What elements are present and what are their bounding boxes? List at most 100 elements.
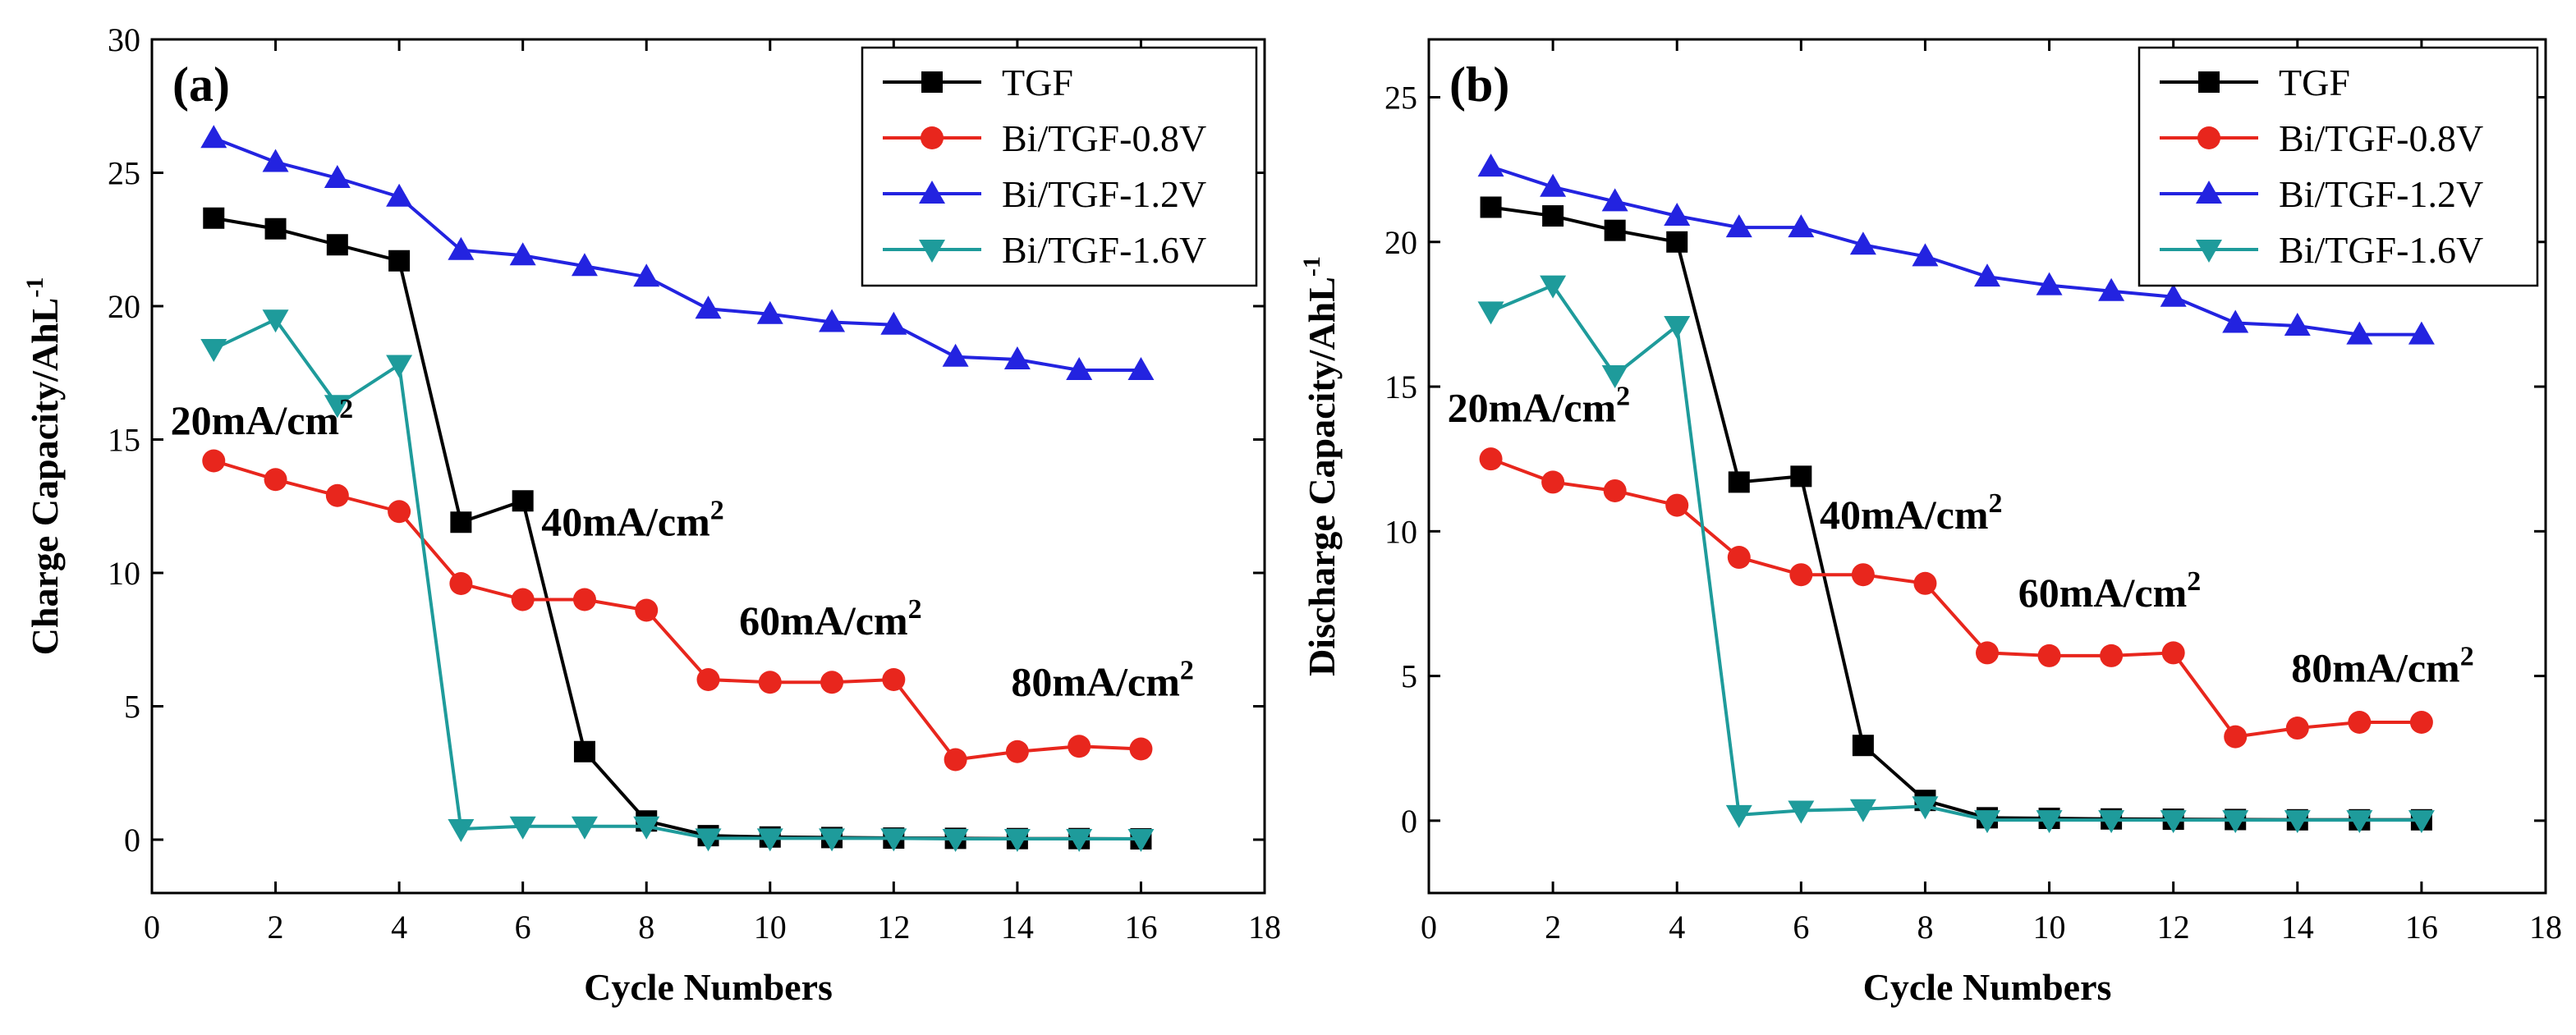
data-point [450, 511, 472, 534]
data-point [1788, 800, 1815, 824]
x-tick-label: 2 [1545, 909, 1561, 946]
current-density-annotation: 60mA/cm2 [739, 594, 922, 643]
data-point [820, 671, 844, 694]
legend-label: TGF [2279, 62, 2350, 103]
legend-marker [2197, 126, 2220, 149]
data-point [262, 149, 289, 172]
data-point [264, 468, 287, 492]
data-point [695, 295, 722, 319]
data-point [2284, 313, 2311, 337]
legend-label: Bi/TGF-0.8V [1002, 117, 1206, 159]
annotation-sup: 2 [1616, 381, 1630, 411]
current-density-annotation: 40mA/cm2 [541, 496, 724, 545]
data-point [262, 309, 289, 333]
data-point [203, 207, 225, 229]
y-axis-title-sup: -1 [1298, 256, 1325, 277]
panel-label: (b) [1449, 57, 1509, 112]
x-tick-label: 14 [2281, 909, 2314, 946]
data-point [1127, 357, 1155, 380]
data-point [1003, 829, 1031, 853]
y-tick-label: 10 [1384, 513, 1417, 550]
data-point [1477, 301, 1504, 325]
legend-marker [2196, 181, 2222, 204]
data-point [2161, 641, 2185, 665]
data-point [509, 816, 536, 840]
x-tick-label: 0 [144, 909, 160, 946]
data-point [573, 740, 595, 763]
data-point [2409, 711, 2433, 734]
data-point [1788, 214, 1815, 238]
y-tick-label: 0 [1401, 803, 1417, 840]
x-tick-label: 18 [2529, 909, 2562, 946]
data-point [1601, 364, 1628, 388]
data-point [944, 748, 967, 772]
x-tick-label: 0 [1421, 909, 1437, 946]
y-tick-label: 5 [1401, 658, 1417, 695]
series-Bi/TGF-0.8V [1479, 447, 2433, 749]
data-point [1477, 153, 1504, 177]
data-point [1005, 740, 1029, 763]
data-point [1541, 470, 1565, 494]
y-axis-title: Charge Capacity/AhL-1 [21, 277, 66, 656]
annotation-sup: 2 [710, 496, 724, 526]
x-tick-label: 4 [391, 909, 407, 946]
y-axis-title: Discharge Capacity/AhL-1 [1298, 256, 1343, 676]
current-density-annotation: 60mA/cm2 [2018, 566, 2202, 616]
data-point [324, 165, 351, 188]
data-point [942, 829, 969, 853]
plot-frame [150, 38, 1266, 895]
data-point [202, 449, 226, 473]
data-point [1066, 829, 1093, 853]
x-tick-label: 12 [877, 909, 910, 946]
annotation-sup: 2 [2460, 642, 2474, 672]
data-point [1728, 471, 1750, 493]
data-point [942, 343, 969, 367]
data-point [1540, 275, 1567, 299]
series-Bi/TGF-1.2V [200, 125, 1155, 380]
data-point [2098, 810, 2125, 834]
current-density-annotation: 40mA/cm2 [1820, 488, 2003, 538]
annotation-sup: 2 [339, 394, 353, 424]
data-point [819, 828, 846, 852]
data-point [386, 183, 413, 207]
data-point [388, 500, 411, 524]
data-point [2224, 725, 2248, 749]
chart-panel-b: 0 2 4 6 8 10 12 14 16 18 0 5 10 15 20 25 Cycle Numbers Di… [1298, 38, 2562, 1008]
data-point [1479, 447, 1503, 471]
series-line [213, 317, 1141, 841]
data-point [325, 483, 349, 507]
y-tick-label: 0 [124, 822, 140, 859]
series-line [1490, 457, 2422, 739]
data-point [633, 263, 660, 287]
data-point [882, 668, 906, 691]
data-point [1542, 205, 1564, 227]
data-point [2100, 643, 2124, 667]
data-point [2408, 321, 2435, 345]
annotation-sup: 2 [908, 594, 922, 625]
y-axis-title-sup: -1 [21, 277, 48, 298]
data-point [1666, 231, 1688, 253]
series-line [213, 136, 1141, 372]
data-point [1976, 641, 1999, 665]
legend-label: Bi/TGF-1.6V [2279, 229, 2483, 271]
data-point [756, 300, 783, 324]
x-tick-label: 8 [638, 909, 654, 946]
data-point [1540, 173, 1567, 197]
panel-label: (a) [172, 57, 230, 112]
data-point [2222, 810, 2249, 834]
legend-marker [2198, 71, 2220, 93]
data-point [1003, 346, 1031, 369]
x-tick-label: 14 [1001, 909, 1034, 946]
legend-marker [2196, 240, 2222, 263]
data-point [1851, 563, 1875, 587]
annotation-sup: 2 [1989, 488, 2003, 519]
data-point [756, 828, 783, 852]
data-point [2284, 810, 2311, 834]
data-point [571, 816, 598, 840]
data-point [1974, 263, 2000, 287]
legend-marker [919, 181, 945, 204]
data-point [1790, 465, 1812, 488]
data-point [509, 242, 536, 266]
plot-frame [1427, 38, 2547, 895]
data-point [324, 395, 351, 419]
